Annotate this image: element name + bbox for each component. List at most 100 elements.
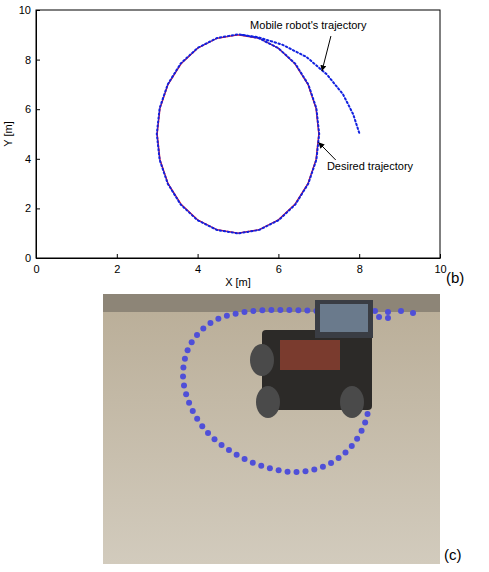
photo-wheel <box>340 386 364 418</box>
photo-dot <box>181 383 187 389</box>
x-tick-label: 0 <box>33 263 39 275</box>
photo-dot <box>349 443 355 449</box>
photo-dot <box>242 456 248 462</box>
photo-dot <box>365 411 371 417</box>
photo-dot <box>183 391 189 397</box>
y-tick-label: 10 <box>19 4 31 16</box>
figure: 02468100246810X [m]Y [m]Mobile robot's t… <box>0 0 489 572</box>
photo-dot <box>250 308 256 314</box>
photo-dot <box>359 428 365 434</box>
photo-dot <box>207 320 213 326</box>
photo-dot <box>250 460 256 466</box>
x-tick: 6 <box>276 254 282 275</box>
photo-electronics <box>280 340 340 370</box>
photo-laptop-screen <box>320 304 368 332</box>
photo-dot <box>336 455 342 461</box>
photo-dot <box>224 313 230 319</box>
photo-dot <box>343 449 349 455</box>
annotation: Desired trajectory <box>327 160 414 172</box>
photo-dot <box>233 311 239 317</box>
x-axis-line <box>37 258 441 259</box>
photo-dot <box>267 465 273 471</box>
x-tick-label: 8 <box>357 263 363 275</box>
x-tick-mark <box>198 254 199 258</box>
y-tick-mark <box>36 208 40 209</box>
series-line <box>157 35 319 233</box>
annotation-arrow <box>322 36 331 71</box>
photo-dot <box>259 307 265 313</box>
photo-dot <box>376 314 382 320</box>
y-tick: 8 <box>25 54 40 66</box>
photo-dot <box>226 447 232 453</box>
photo-dot <box>320 464 326 470</box>
photo-floor <box>103 294 440 564</box>
y-tick-label: 2 <box>25 202 31 214</box>
photo-wheel <box>256 386 280 418</box>
y-tick: 0 <box>25 252 40 264</box>
photo-dot <box>410 310 416 316</box>
annotation-background <box>326 160 415 172</box>
y-tick-mark <box>36 60 40 61</box>
annotation-background <box>249 19 368 31</box>
annotation-arrow <box>319 143 337 162</box>
y-tick: 6 <box>25 103 40 115</box>
photo-dot <box>304 308 310 314</box>
photo-dot <box>205 430 211 436</box>
y-tick: 4 <box>25 153 40 165</box>
photo-dot <box>200 325 206 331</box>
photo-dot <box>185 347 191 353</box>
y-axis-title: Y [m] <box>2 121 14 146</box>
photo-dot <box>199 423 205 429</box>
photo-dot <box>354 436 360 442</box>
x-tick-mark <box>440 254 441 258</box>
y-tick-label: 8 <box>25 54 31 66</box>
panel-label: (c) <box>444 546 462 563</box>
photo-dot <box>212 436 218 442</box>
y-tick-label: 6 <box>25 103 31 115</box>
photo-dot <box>182 356 188 362</box>
photo-dot <box>302 468 308 474</box>
y-axis-line <box>36 11 37 259</box>
photo-dot <box>362 420 368 426</box>
y-tick-mark <box>36 10 40 11</box>
photo-dot <box>194 332 200 338</box>
y-tick-label: 0 <box>25 252 31 264</box>
photo-dot <box>186 400 192 406</box>
x-tick: 4 <box>195 254 201 275</box>
y-tick-mark <box>36 258 40 259</box>
photo-dot <box>385 315 391 321</box>
photo-dot <box>180 374 186 380</box>
x-tick-label: 2 <box>114 263 120 275</box>
y-axis: 0 2 4 6 8 10 <box>19 4 40 264</box>
x-tick: 10 <box>434 254 446 275</box>
photo-dot <box>385 309 391 315</box>
photo-dot <box>258 463 264 469</box>
x-tick-label: 4 <box>195 263 201 275</box>
photo-dot <box>180 365 186 371</box>
photo-dot <box>286 307 292 313</box>
photo-dot <box>234 452 240 458</box>
photo-dot <box>241 309 247 315</box>
photo-dot <box>295 307 301 313</box>
photo-dot <box>268 307 274 313</box>
photo-dot <box>328 460 334 466</box>
x-tick-mark <box>359 254 360 258</box>
photo-dot <box>219 442 225 448</box>
plot-frame <box>36 10 440 258</box>
y-tick: 10 <box>19 4 40 16</box>
x-tick: 8 <box>357 254 363 275</box>
x-tick-mark <box>278 254 279 258</box>
panel-label: (b) <box>446 269 464 286</box>
photo-dot <box>190 408 196 414</box>
photo-dot <box>189 339 195 345</box>
x-tick: 2 <box>114 254 120 275</box>
y-tick-mark <box>36 159 40 160</box>
photo-dot <box>398 308 404 314</box>
photo-dot <box>194 416 200 422</box>
x-tick-label: 6 <box>276 263 282 275</box>
series-line <box>157 34 359 233</box>
x-axis: 0 2 4 6 8 10 <box>33 254 446 275</box>
y-tick-label: 4 <box>25 153 31 165</box>
photo-dot <box>285 469 291 475</box>
photo-dot <box>277 307 283 313</box>
